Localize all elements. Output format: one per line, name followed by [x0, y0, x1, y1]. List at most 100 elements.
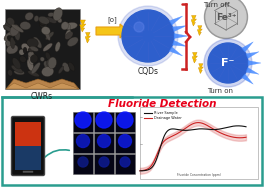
Circle shape [117, 112, 133, 128]
Polygon shape [80, 20, 86, 32]
Ellipse shape [45, 31, 50, 40]
Ellipse shape [65, 32, 73, 39]
Polygon shape [172, 26, 187, 32]
Circle shape [97, 135, 111, 147]
Ellipse shape [28, 71, 39, 77]
Text: Turn off: Turn off [203, 2, 229, 8]
Ellipse shape [8, 50, 12, 54]
Text: Turn on: Turn on [207, 88, 233, 94]
Polygon shape [242, 74, 253, 84]
Ellipse shape [39, 18, 47, 26]
Circle shape [75, 112, 91, 128]
Polygon shape [85, 33, 91, 43]
FancyBboxPatch shape [73, 133, 93, 153]
Polygon shape [199, 64, 203, 74]
Ellipse shape [11, 24, 23, 32]
Ellipse shape [62, 63, 70, 72]
Ellipse shape [28, 48, 34, 52]
Ellipse shape [7, 45, 18, 54]
FancyBboxPatch shape [2, 97, 262, 185]
Polygon shape [246, 52, 259, 59]
Ellipse shape [21, 43, 30, 51]
Ellipse shape [40, 57, 44, 61]
Ellipse shape [45, 52, 51, 60]
Ellipse shape [11, 65, 23, 73]
FancyBboxPatch shape [23, 171, 33, 173]
Ellipse shape [31, 63, 40, 74]
Polygon shape [246, 67, 259, 74]
Text: Fluoride Concentration (ppm): Fluoride Concentration (ppm) [177, 173, 221, 177]
Ellipse shape [3, 25, 13, 33]
Circle shape [119, 135, 131, 147]
Ellipse shape [65, 30, 71, 39]
Ellipse shape [14, 28, 20, 40]
Polygon shape [197, 26, 202, 36]
FancyBboxPatch shape [73, 112, 93, 132]
Polygon shape [6, 83, 79, 89]
Text: Drainage Water: Drainage Water [154, 116, 182, 120]
Ellipse shape [27, 38, 38, 48]
Ellipse shape [25, 12, 33, 20]
Text: Fe³⁺: Fe³⁺ [216, 12, 236, 22]
Ellipse shape [44, 61, 51, 70]
Ellipse shape [55, 42, 60, 52]
Ellipse shape [42, 67, 54, 77]
Ellipse shape [10, 37, 15, 49]
Ellipse shape [67, 37, 78, 46]
Ellipse shape [58, 66, 64, 74]
Circle shape [120, 157, 130, 167]
Circle shape [208, 43, 248, 83]
Ellipse shape [68, 62, 75, 71]
Ellipse shape [10, 25, 19, 36]
FancyBboxPatch shape [115, 154, 135, 174]
Circle shape [99, 157, 109, 167]
FancyBboxPatch shape [115, 133, 135, 153]
FancyBboxPatch shape [73, 154, 93, 174]
Ellipse shape [20, 56, 26, 63]
Ellipse shape [46, 32, 54, 40]
Polygon shape [174, 33, 188, 39]
Ellipse shape [14, 70, 24, 75]
Polygon shape [192, 53, 197, 63]
Polygon shape [248, 60, 261, 66]
Ellipse shape [8, 70, 12, 76]
Ellipse shape [46, 17, 56, 23]
Polygon shape [172, 40, 187, 46]
FancyBboxPatch shape [115, 112, 135, 132]
Ellipse shape [61, 22, 69, 30]
Polygon shape [169, 47, 183, 56]
Circle shape [122, 10, 174, 62]
Text: River Sample: River Sample [154, 111, 178, 115]
Ellipse shape [53, 8, 63, 21]
Text: CWRs: CWRs [31, 92, 53, 101]
Circle shape [205, 0, 248, 39]
Ellipse shape [30, 46, 38, 51]
FancyBboxPatch shape [5, 9, 80, 89]
Circle shape [78, 157, 88, 167]
Text: Fluoride Detection: Fluoride Detection [108, 99, 216, 109]
FancyBboxPatch shape [94, 133, 114, 153]
Ellipse shape [23, 47, 27, 53]
Ellipse shape [27, 59, 34, 71]
Ellipse shape [34, 16, 39, 22]
FancyArrow shape [96, 24, 128, 38]
Ellipse shape [7, 35, 14, 42]
FancyBboxPatch shape [140, 107, 258, 179]
Polygon shape [6, 79, 79, 89]
FancyBboxPatch shape [94, 112, 114, 132]
Text: [o]: [o] [107, 16, 117, 23]
Ellipse shape [4, 32, 14, 41]
Ellipse shape [48, 13, 54, 17]
Ellipse shape [30, 55, 38, 63]
Ellipse shape [34, 37, 42, 48]
Circle shape [206, 0, 246, 37]
Ellipse shape [57, 18, 62, 23]
Ellipse shape [41, 27, 50, 35]
Ellipse shape [65, 22, 77, 29]
FancyBboxPatch shape [15, 146, 41, 170]
Circle shape [118, 6, 178, 66]
Ellipse shape [4, 20, 13, 30]
Ellipse shape [6, 39, 15, 47]
Ellipse shape [7, 18, 15, 25]
Polygon shape [191, 15, 196, 26]
